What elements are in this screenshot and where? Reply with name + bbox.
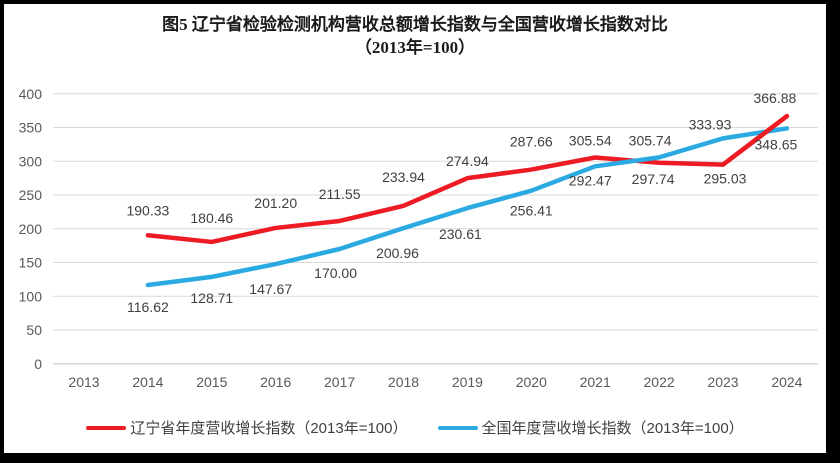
y-tick-label: 200	[19, 221, 43, 237]
legend-label-national: 全国年度营收增长指数（2013年=100）	[481, 420, 744, 437]
data-label: 305.54	[569, 133, 612, 149]
data-label: 200.96	[376, 245, 419, 261]
x-tick-label: 2020	[516, 374, 547, 390]
data-label: 287.66	[510, 134, 553, 150]
chart-title-line2: （2013年=100）	[354, 38, 476, 57]
data-label: 201.20	[254, 195, 297, 211]
data-label: 333.93	[689, 116, 732, 132]
x-tick-label: 2014	[132, 374, 163, 390]
x-tick-label: 2017	[324, 374, 355, 390]
legend-line-swatch-blue	[437, 425, 478, 430]
chart-title-line1: 图5 辽宁省检验检测机构营收总额增长指数与全国营收增长指数对比	[162, 15, 668, 34]
x-tick-label: 2013	[68, 374, 99, 390]
data-label: 230.61	[439, 226, 482, 242]
x-tick-label: 2018	[388, 374, 419, 390]
data-label: 274.94	[446, 153, 489, 169]
data-label: 116.62	[127, 299, 169, 315]
x-tick-label: 2022	[644, 374, 675, 390]
y-tick-label: 250	[19, 187, 43, 203]
y-tick-label: 150	[19, 255, 43, 271]
data-label: 366.88	[753, 90, 796, 106]
data-label: 180.46	[190, 210, 233, 226]
y-tick-label: 300	[19, 153, 43, 169]
legend-label-liaoning: 辽宁省年度营收增长指数（2013年=100）	[130, 420, 408, 437]
data-label: 211.55	[319, 186, 361, 202]
y-tick-label: 50	[26, 322, 42, 338]
legend-line-swatch-red	[86, 425, 127, 430]
data-label: 170.00	[314, 265, 357, 281]
x-tick-label: 2021	[580, 374, 611, 390]
data-label: 297.74	[632, 171, 675, 187]
chart-title: 图5 辽宁省检验检测机构营收总额增长指数与全国营收增长指数对比 （2013年=1…	[4, 13, 826, 59]
series-line-liaoning	[145, 113, 790, 245]
legend-item-national: 全国年度营收增长指数（2013年=100）	[437, 417, 744, 438]
series-line-national	[145, 126, 790, 288]
chart-legend: 辽宁省年度营收增长指数（2013年=100） 全国年度营收增长指数（2013年=…	[4, 417, 826, 438]
series-line-liaoning-top-segment	[720, 113, 790, 167]
data-label: 233.94	[382, 169, 425, 185]
x-tick-label: 2023	[707, 374, 738, 390]
data-label: 292.47	[569, 172, 612, 188]
x-tick-label: 2019	[452, 374, 483, 390]
y-tick-label: 400	[19, 86, 43, 102]
data-label: 295.03	[704, 171, 747, 187]
y-tick-label: 350	[19, 120, 43, 136]
legend-item-liaoning: 辽宁省年度营收增长指数（2013年=100）	[86, 417, 408, 438]
chart-canvas: 图5 辽宁省检验检测机构营收总额增长指数与全国营收增长指数对比 （2013年=1…	[4, 4, 826, 453]
x-tick-label: 2016	[260, 374, 291, 390]
y-tick-label: 100	[19, 288, 43, 304]
data-label: 256.41	[510, 203, 553, 219]
data-label: 128.71	[190, 290, 233, 306]
x-tick-label: 2024	[771, 374, 802, 390]
data-label: 190.33	[126, 202, 169, 218]
data-label: 147.67	[249, 281, 292, 297]
x-tick-label: 2015	[196, 374, 227, 390]
data-label: 348.65	[754, 136, 797, 152]
y-tick-label: 0	[34, 356, 42, 372]
data-label: 305.74	[629, 132, 672, 148]
